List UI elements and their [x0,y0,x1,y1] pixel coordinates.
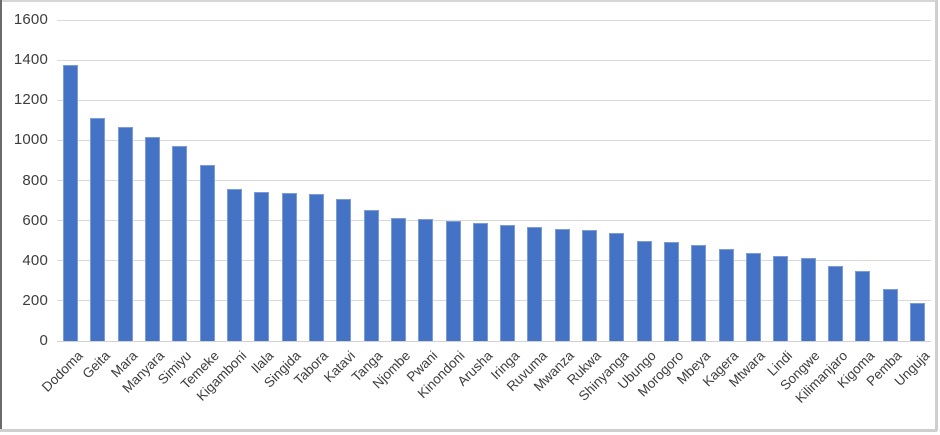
bar-songwe [800,257,816,341]
bar-pwani [418,218,434,341]
bar-kinondoni [445,220,461,341]
bar-kagera [718,248,734,341]
gridline-1600 [57,19,931,21]
bar-arusha [472,222,488,341]
bar-mbeya [691,244,707,341]
x-category-label-geita: Geita [79,348,113,382]
gridline-1400 [57,59,931,61]
bar-kigamboni [227,188,243,341]
bar-iringa [500,224,516,341]
bar-kilimanjaro [827,265,843,341]
bar-rukwa [582,229,598,341]
chart-frame-right-border [935,0,938,431]
bar-tanga [363,209,379,341]
gridline-200 [57,300,931,302]
bar-njombe [390,217,406,341]
bar-mtwara [745,252,761,341]
bar-pemba [882,288,898,341]
bar-geita [90,118,106,341]
y-tick-label-1200: 1200 [13,91,48,109]
bar-mwanza [554,228,570,341]
gridline-800 [57,180,931,181]
bar-lindi [773,255,789,341]
chart-frame-top-border [0,0,937,2]
bar-unguja [909,302,925,341]
bar-katavi [336,198,352,341]
y-tick-label-800: 800 [22,171,48,189]
gridline-600 [57,220,931,222]
bar-tabora [308,193,324,341]
y-tick-label-1000: 1000 [13,131,48,149]
bar-ubungo [636,240,652,341]
y-tick-label-0: 0 [39,332,48,349]
bar-ruvuma [527,226,543,341]
gridline-400 [57,260,931,262]
chart-frame-left-border [0,0,2,431]
x-axis-line [57,340,931,342]
bar-singida [281,192,297,341]
bar-ilala [254,191,270,341]
y-tick-label-1600: 1600 [13,11,48,28]
bar-kigoma [855,270,871,341]
gridline-1200 [57,99,931,101]
y-tick-label-1400: 1400 [13,51,48,69]
y-tick-label-200: 200 [22,291,48,309]
bar-mara [117,127,133,341]
bar-simiyu [172,146,188,341]
y-tick-label-600: 600 [22,211,48,229]
gridline-1000 [57,139,931,141]
chart-frame-bottom-border [0,429,937,432]
bar-dodoma [63,65,79,341]
bar-manyara [145,137,161,341]
y-tick-label-400: 400 [22,251,48,269]
bar-morogoro [664,241,680,341]
bar-shinyanga [609,232,625,341]
x-category-label-dodoma: Dodoma [38,348,86,395]
bar-temeke [199,165,215,341]
